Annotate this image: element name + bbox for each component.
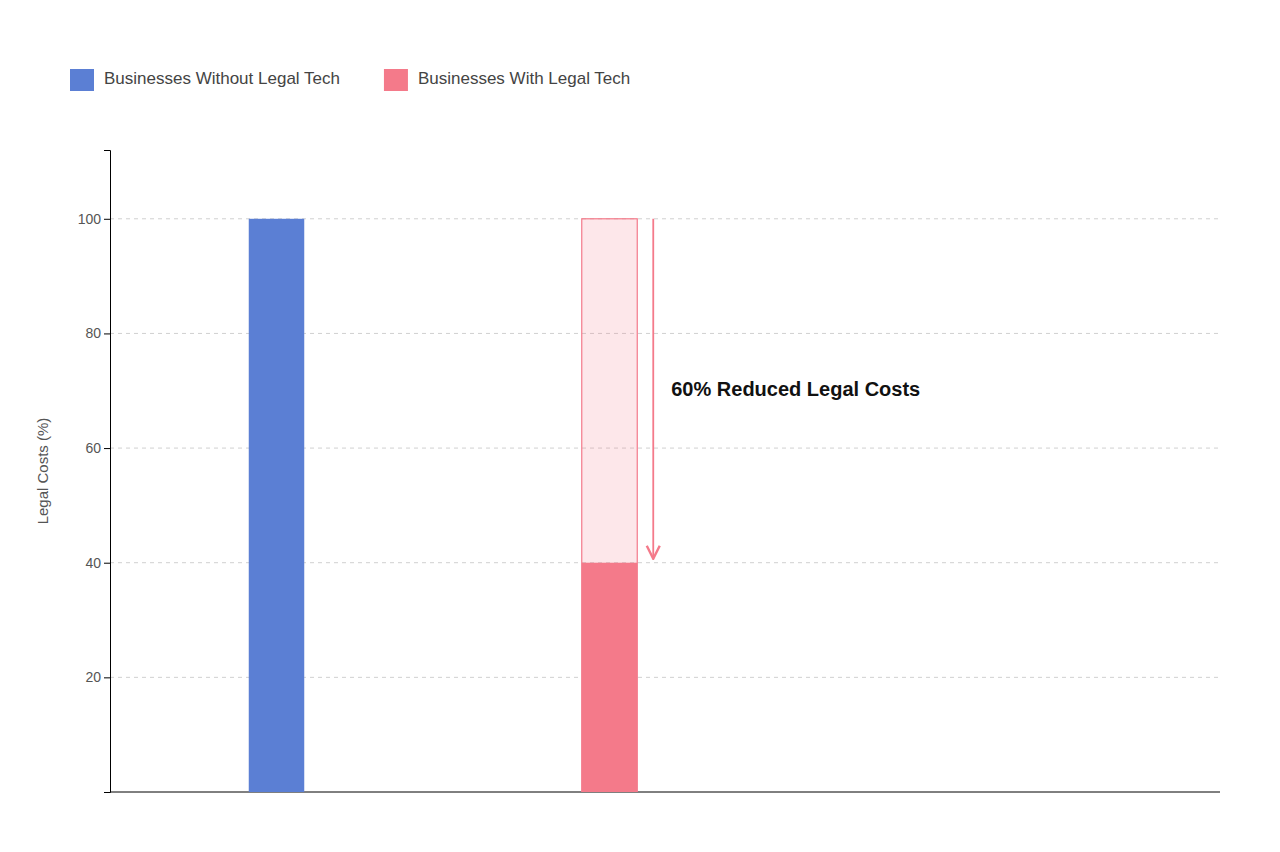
legend-label: Businesses With Legal Tech [418,69,630,88]
y-tick: 20 [85,669,110,685]
y-tick-label: 60 [85,440,101,456]
y-tick-label: 20 [85,669,101,685]
y-axis: 20 40 60 80 100 [78,151,111,793]
y-axis-line [104,151,111,793]
y-tick-label: 80 [85,325,101,341]
y-tick: 60 [85,440,110,456]
y-tick: 40 [85,555,110,571]
legend-item: Businesses Without Legal Tech [70,69,340,91]
legend-swatch [70,69,94,91]
arrow [652,219,654,559]
bar [582,563,638,792]
y-tick: 100 [78,211,110,227]
chart: 20 40 60 80 100 60% Reduced Legal Costs Legal … [0,0,1280,852]
legend: Businesses Without Legal Tech Businesses … [70,69,630,91]
legend-swatch [384,69,408,91]
bar [249,219,305,792]
bars [249,219,654,792]
annotation: 60% Reduced Legal Costs [671,378,920,400]
y-tick-label: 100 [78,211,102,227]
y-tick-mark [104,677,110,678]
y-tick-mark [104,563,110,564]
y-tick-mark [104,219,110,220]
y-tick: 80 [85,325,110,341]
reference-bar [582,219,638,792]
plot-area: 20 40 60 80 100 60% Reduced Legal Costs [78,151,1220,793]
legend-label: Businesses Without Legal Tech [104,69,340,88]
legend-item: Businesses With Legal Tech [384,69,630,91]
y-tick-mark [104,333,110,334]
y-axis-title: Legal Costs (%) [34,418,51,525]
y-tick-mark [104,448,110,449]
y-tick-label: 40 [85,555,101,571]
